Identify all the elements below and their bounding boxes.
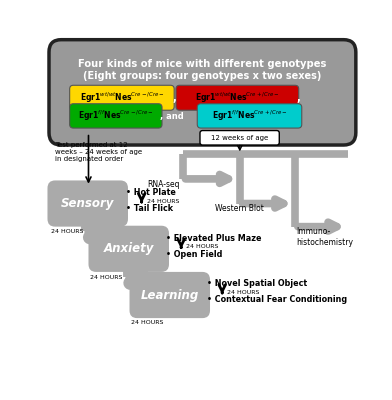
Text: RNA-seq: RNA-seq — [148, 180, 180, 190]
Text: 12 weeks of age: 12 weeks of age — [211, 135, 269, 141]
Text: Immuno-
histochemistry: Immuno- histochemistry — [297, 227, 354, 247]
Text: • Open Field: • Open Field — [166, 250, 222, 259]
Text: Four kinds of mice with different genotypes: Four kinds of mice with different genoty… — [78, 59, 327, 69]
FancyBboxPatch shape — [49, 40, 356, 145]
Text: ,: , — [297, 92, 300, 102]
FancyBboxPatch shape — [200, 130, 279, 145]
Text: • Elevated Plus Maze: • Elevated Plus Maze — [166, 234, 261, 243]
Text: 24 HOURS: 24 HOURS — [90, 275, 122, 280]
Text: 24 HOURS: 24 HOURS — [186, 244, 219, 249]
FancyBboxPatch shape — [89, 226, 169, 272]
Text: 24 HOURS: 24 HOURS — [131, 320, 163, 325]
Text: 24 HOURS: 24 HOURS — [227, 290, 260, 295]
FancyBboxPatch shape — [70, 85, 174, 110]
Text: Egr1$^{f/f}$Nes$^{Cre+/Cre-}$: Egr1$^{f/f}$Nes$^{Cre+/Cre-}$ — [212, 109, 287, 123]
Text: Anxiety: Anxiety — [103, 242, 154, 255]
Text: Test performed at 12
weeks – 24 weeks of age
in designated order: Test performed at 12 weeks – 24 weeks of… — [55, 142, 142, 162]
Text: • Tail Flick: • Tail Flick — [127, 204, 174, 213]
Text: Egr1$^{wt/wt}$Nes$^{Cre-/Cre-}$: Egr1$^{wt/wt}$Nes$^{Cre-/Cre-}$ — [80, 90, 164, 105]
FancyBboxPatch shape — [197, 104, 302, 128]
Text: , and: , and — [160, 112, 183, 120]
Text: Sensory: Sensory — [61, 197, 114, 210]
FancyBboxPatch shape — [47, 180, 128, 227]
Text: • Hot Plate: • Hot Plate — [127, 188, 176, 197]
FancyBboxPatch shape — [176, 85, 299, 110]
Text: • Novel Spatial Object: • Novel Spatial Object — [207, 279, 307, 288]
FancyBboxPatch shape — [129, 272, 210, 318]
FancyBboxPatch shape — [70, 104, 162, 128]
Text: Learning: Learning — [141, 288, 199, 302]
Text: Western Blot: Western Blot — [214, 204, 263, 214]
Text: Egr1$^{wt/wt}$Nes$^{Cre+/Cre-}$: Egr1$^{wt/wt}$Nes$^{Cre+/Cre-}$ — [195, 90, 280, 105]
Text: (Eight groups: four genotypes x two sexes): (Eight groups: four genotypes x two sexe… — [83, 71, 321, 81]
Text: • Contextual Fear Conditioning: • Contextual Fear Conditioning — [207, 295, 347, 304]
Text: Egr1$^{f/f}$Nes$^{Cre-/Cre-}$: Egr1$^{f/f}$Nes$^{Cre-/Cre-}$ — [78, 109, 154, 123]
Text: 24 HOURS: 24 HOURS — [147, 198, 179, 204]
Text: ,: , — [172, 92, 176, 102]
Text: 24 HOURS: 24 HOURS — [51, 229, 83, 234]
